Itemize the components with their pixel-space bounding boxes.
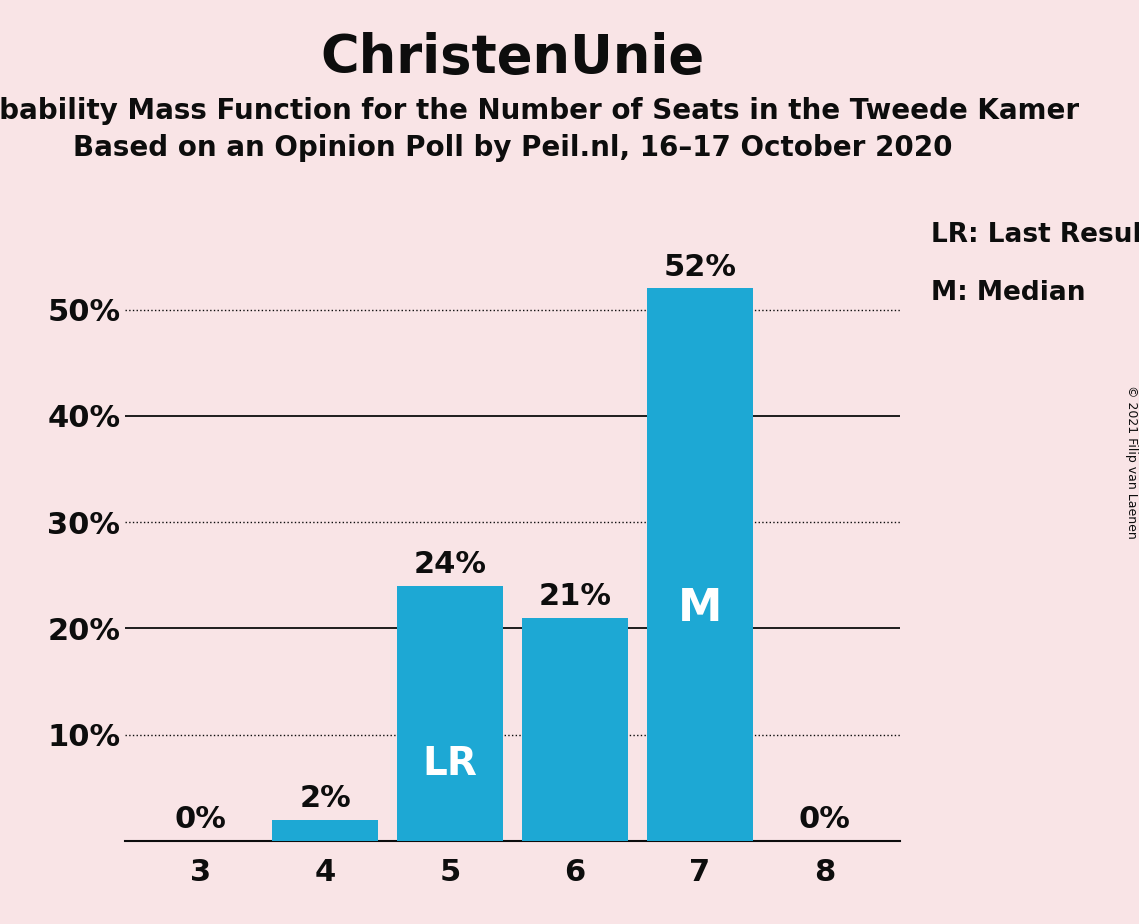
- Text: LR: Last Result: LR: Last Result: [931, 223, 1139, 249]
- Text: M: Median: M: Median: [931, 280, 1085, 306]
- Text: M: M: [678, 588, 722, 630]
- Text: 0%: 0%: [798, 806, 851, 834]
- Text: © 2021 Filip van Laenen: © 2021 Filip van Laenen: [1124, 385, 1138, 539]
- Bar: [647, 288, 753, 841]
- Text: 0%: 0%: [174, 806, 227, 834]
- Text: 2%: 2%: [300, 784, 351, 813]
- Text: LR: LR: [423, 746, 477, 784]
- Bar: [398, 586, 503, 841]
- Bar: [522, 618, 628, 841]
- Text: ChristenUnie: ChristenUnie: [320, 32, 705, 84]
- Text: Probability Mass Function for the Number of Seats in the Tweede Kamer: Probability Mass Function for the Number…: [0, 97, 1079, 125]
- Text: 24%: 24%: [413, 551, 486, 579]
- Text: Based on an Opinion Poll by Peil.nl, 16–17 October 2020: Based on an Opinion Poll by Peil.nl, 16–…: [73, 134, 952, 162]
- Text: 21%: 21%: [539, 582, 612, 612]
- Bar: [272, 820, 378, 841]
- Text: 52%: 52%: [663, 253, 737, 282]
